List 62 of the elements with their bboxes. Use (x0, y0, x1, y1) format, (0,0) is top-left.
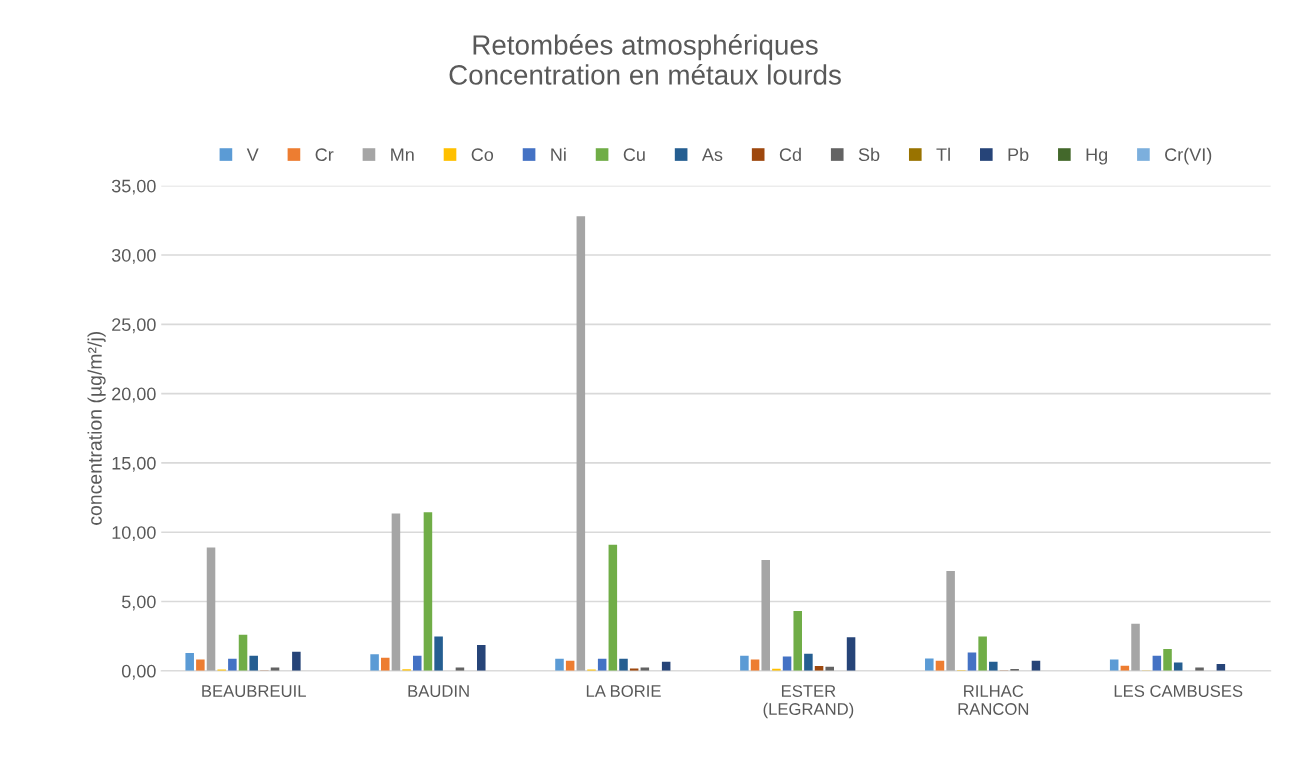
bar (750, 659, 760, 671)
bar (804, 653, 813, 671)
bar (793, 610, 802, 671)
bar (381, 657, 390, 671)
bar (206, 547, 216, 671)
x-tick-label: BAUDIN (408, 685, 469, 697)
bar (1109, 659, 1119, 671)
bar (228, 658, 237, 671)
y-tick-label: 20,00 (112, 387, 156, 403)
legend-label: Hg (1086, 148, 1108, 165)
x-tick-label: ESTER (LEGRAND) (763, 685, 854, 719)
y-tick-label: 0,00 (121, 664, 156, 680)
bar (925, 658, 934, 671)
x-tick-label: RILHAC RANCON (958, 685, 1029, 715)
chart-title: Retombées atmosphériques Concentration en métaux lourds (449, 34, 841, 85)
bar (1131, 623, 1140, 671)
legend-label: Tl (936, 147, 950, 161)
y-tick-label: 15,00 (112, 456, 156, 472)
bar (619, 658, 628, 671)
legend-label: Mn (391, 148, 414, 161)
bar (761, 559, 770, 671)
bar (989, 661, 998, 671)
bar (249, 655, 258, 671)
bar (782, 656, 792, 671)
bar (238, 634, 248, 671)
bar (477, 644, 486, 671)
legend-label: Cr (315, 148, 334, 162)
legend-label: Cd (779, 147, 801, 162)
legend-label: Cu (623, 148, 645, 162)
bar (413, 655, 422, 671)
y-tick-label: 30,00 (111, 248, 156, 264)
bar (576, 216, 586, 671)
bar (740, 655, 749, 671)
y-tick-label: 25,00 (112, 318, 156, 334)
bar (555, 658, 564, 671)
bar (434, 636, 443, 671)
legend-label: Ni (551, 147, 566, 161)
legend-label: As (701, 148, 723, 162)
bar (292, 651, 301, 671)
bar (423, 512, 433, 671)
bar (978, 636, 987, 671)
y-tick-label: 10,00 (112, 526, 156, 542)
legend-label: Cr(VI) (1165, 147, 1212, 165)
bar (391, 513, 401, 671)
legend-label: Pb (1008, 147, 1029, 162)
bar (967, 652, 977, 671)
bar (1163, 648, 1172, 671)
y-axis-title: concentration (µg/m²/j) (87, 332, 106, 525)
bar (185, 653, 194, 671)
x-tick-label: BEAUBREUIL (202, 685, 306, 697)
bar (846, 637, 856, 671)
bar (946, 571, 955, 671)
x-tick-label: LES CAMBUSES (1114, 685, 1243, 697)
legend-label: V (246, 148, 259, 161)
legend-label: Co (471, 148, 494, 162)
bar (196, 659, 205, 671)
y-tick-label: 35,00 (111, 179, 156, 195)
legend-label: Sb (858, 147, 880, 162)
bar (608, 544, 618, 671)
x-tick-label: LA BORIE (586, 685, 661, 697)
bar (370, 654, 379, 671)
y-tick-label: 5,00 (121, 595, 156, 611)
